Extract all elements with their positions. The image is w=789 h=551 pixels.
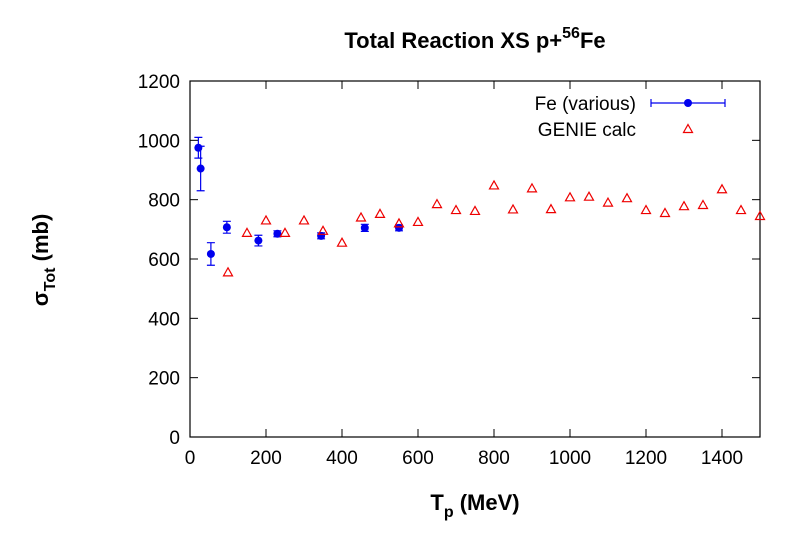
data-point	[659, 207, 671, 218]
x-label-main: T	[430, 490, 444, 515]
y-axis-label: σTot (mb)	[28, 214, 59, 307]
data-point	[273, 229, 282, 238]
legend-marker	[684, 99, 692, 107]
data-point	[735, 204, 747, 215]
data-point	[431, 198, 443, 209]
y-label-unit: (mb)	[28, 214, 53, 268]
legend-label: GENIE calc	[538, 120, 636, 141]
data-point	[450, 204, 462, 215]
data-point	[336, 236, 348, 247]
y-tick-label: 400	[148, 309, 180, 330]
data-point	[678, 200, 690, 211]
x-tick-label: 800	[478, 448, 510, 469]
chart-title: Total Reaction XS p+56Fe	[344, 25, 605, 53]
data-point	[241, 227, 253, 237]
data-point	[298, 214, 310, 225]
data-point	[317, 225, 329, 235]
x-tick-label: 1400	[701, 448, 743, 469]
data-point	[602, 196, 614, 207]
y-tick-label: 800	[148, 191, 180, 212]
data-point	[395, 223, 403, 232]
data-point	[583, 190, 595, 201]
x-tick-label: 1000	[549, 448, 591, 469]
y-label-main: σ	[28, 291, 53, 306]
legend-marker	[682, 123, 694, 134]
data-point	[621, 192, 633, 203]
data-point	[196, 164, 205, 173]
data-point	[564, 191, 576, 202]
x-tick-label: 0	[185, 448, 196, 469]
data-point	[488, 179, 500, 190]
data-point	[393, 217, 405, 228]
data-point	[355, 211, 367, 222]
data-point	[206, 249, 215, 258]
data-point	[716, 183, 728, 194]
data-point	[260, 214, 272, 225]
data-point	[697, 199, 709, 210]
x-tick-label: 400	[326, 448, 358, 469]
x-axis-label: Tp (MeV)	[430, 490, 519, 521]
data-point	[640, 204, 652, 215]
y-tick-label: 1000	[138, 131, 180, 152]
data-point	[222, 266, 234, 277]
title-sup: 56	[562, 25, 580, 42]
data-point	[507, 203, 519, 214]
x-tick-label: 200	[250, 448, 282, 469]
title-end: Fe	[580, 28, 606, 53]
legend-label: Fe (various)	[535, 94, 636, 115]
data-point	[279, 227, 291, 237]
data-point	[254, 236, 263, 245]
title-main: Total Reaction XS p+	[344, 28, 562, 53]
y-tick-label: 1200	[138, 72, 180, 93]
data-point	[412, 216, 424, 227]
data-point	[374, 208, 386, 219]
x-label-unit: (MeV)	[454, 490, 520, 515]
y-tick-label: 200	[148, 369, 180, 390]
data-point	[754, 210, 766, 221]
data-point	[360, 223, 369, 232]
y-tick-label: 600	[148, 250, 180, 271]
y-label-sub: Tot	[42, 267, 59, 291]
data-point	[526, 182, 538, 193]
y-tick-label: 0	[169, 428, 180, 449]
data-point	[222, 223, 231, 232]
x-tick-label: 600	[402, 448, 434, 469]
data-point	[545, 203, 557, 214]
x-label-sub: p	[444, 504, 454, 521]
data-point	[469, 205, 481, 216]
data-point	[317, 231, 326, 240]
x-tick-label: 1200	[625, 448, 667, 469]
plot-frame	[189, 80, 761, 438]
